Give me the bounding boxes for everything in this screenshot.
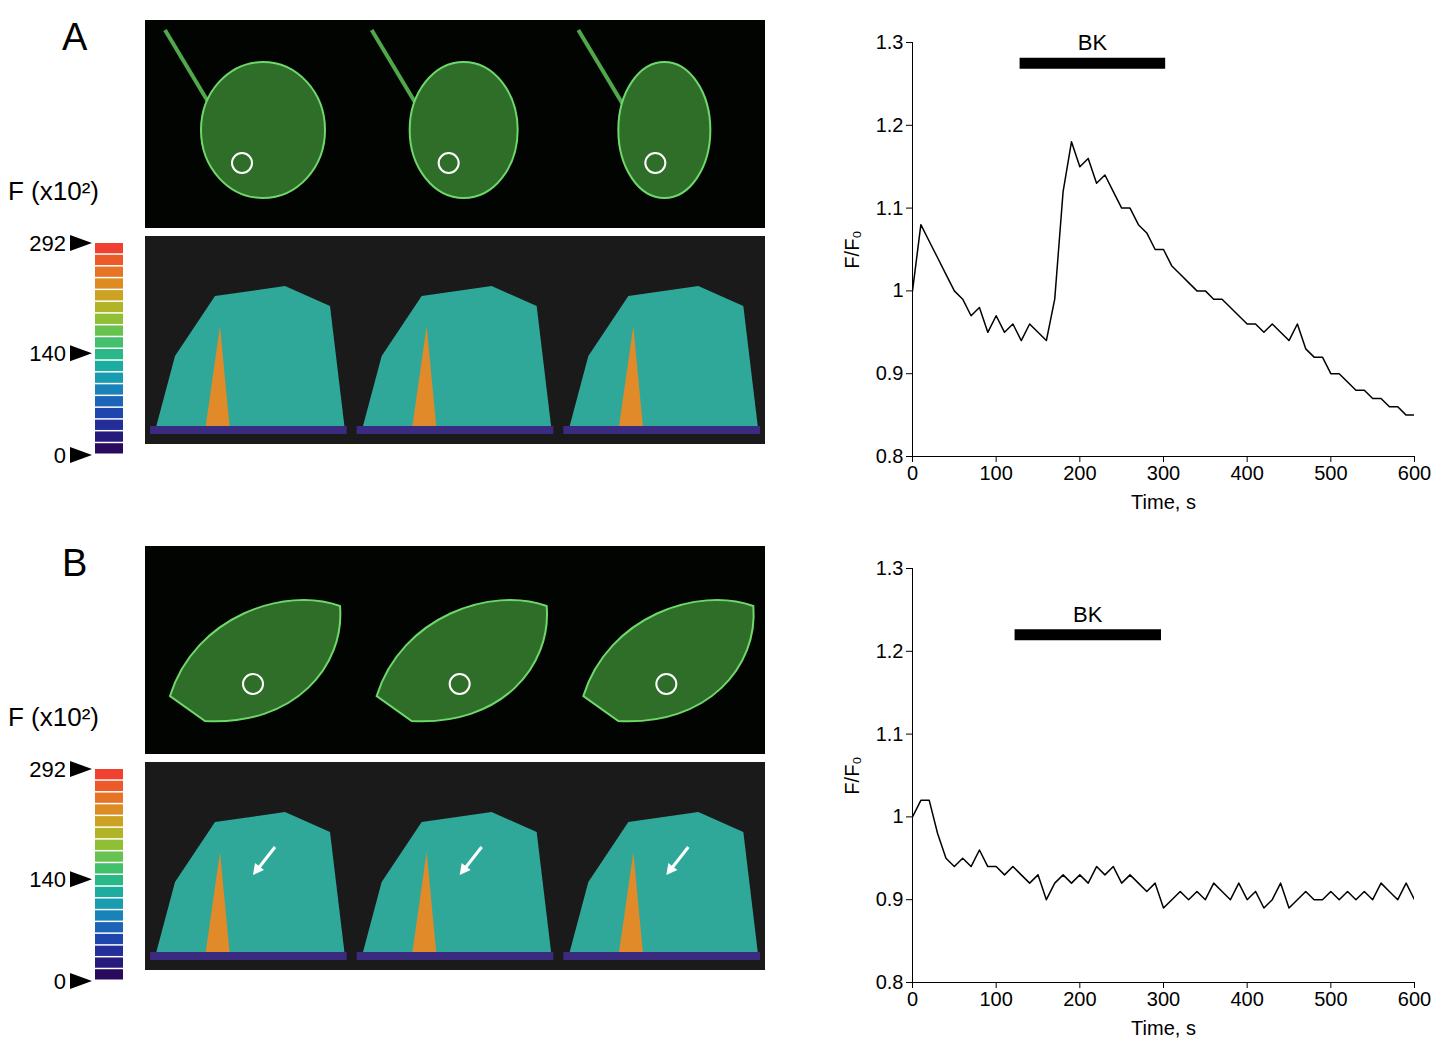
svg-text:0.8: 0.8	[876, 445, 904, 467]
svg-text:BK: BK	[1078, 30, 1108, 55]
svg-text:Time, s: Time, s	[1131, 1017, 1196, 1039]
svg-text:1: 1	[892, 279, 903, 301]
svg-text:200: 200	[1063, 988, 1096, 1010]
svg-text:1.1: 1.1	[876, 197, 904, 219]
svg-text:1: 1	[892, 805, 903, 827]
svg-text:1.2: 1.2	[876, 114, 904, 136]
svg-text:0.9: 0.9	[876, 888, 904, 910]
svg-text:1.3: 1.3	[876, 557, 904, 579]
svg-text:F (x10²): F (x10²)	[8, 702, 99, 732]
svg-text:140: 140	[29, 867, 66, 892]
svg-text:292: 292	[29, 231, 66, 256]
svg-text:F (x10²): F (x10²)	[8, 176, 99, 206]
svg-text:300: 300	[1147, 462, 1180, 484]
svg-text:600: 600	[1398, 988, 1431, 1010]
svg-text:292: 292	[29, 757, 66, 782]
svg-text:0.8: 0.8	[876, 971, 904, 993]
svg-text:500: 500	[1314, 988, 1347, 1010]
svg-text:0: 0	[54, 443, 66, 468]
svg-text:F/F₀: F/F₀	[841, 230, 863, 268]
svg-text:0: 0	[907, 988, 918, 1010]
svg-text:400: 400	[1230, 462, 1263, 484]
svg-text:100: 100	[979, 462, 1012, 484]
svg-text:Time, s: Time, s	[1131, 491, 1196, 513]
svg-text:A: A	[62, 16, 88, 58]
svg-text:0: 0	[907, 462, 918, 484]
svg-text:100: 100	[979, 988, 1012, 1010]
svg-text:1.3: 1.3	[876, 31, 904, 53]
svg-text:1.1: 1.1	[876, 723, 904, 745]
svg-text:1.2: 1.2	[876, 640, 904, 662]
svg-text:300: 300	[1147, 988, 1180, 1010]
svg-text:0: 0	[54, 969, 66, 994]
svg-text:500: 500	[1314, 462, 1347, 484]
svg-text:F/F₀: F/F₀	[841, 756, 863, 794]
svg-text:BK: BK	[1073, 602, 1103, 627]
svg-text:140: 140	[29, 341, 66, 366]
svg-text:200: 200	[1063, 462, 1096, 484]
svg-text:0.9: 0.9	[876, 362, 904, 384]
svg-text:B: B	[62, 542, 87, 584]
svg-text:400: 400	[1230, 988, 1263, 1010]
svg-text:600: 600	[1398, 462, 1431, 484]
